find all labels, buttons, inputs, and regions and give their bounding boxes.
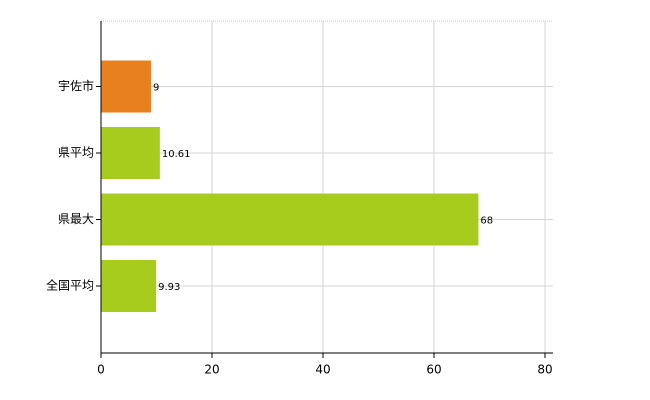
value-label: 68 [480,216,493,227]
value-label: 9.93 [158,282,180,293]
value-label: 10.61 [162,149,191,160]
x-tick-label: 80 [537,363,552,377]
x-tick-label: 40 [315,363,330,377]
y-tick-label: 県平均 [58,146,94,160]
bar [101,193,479,246]
y-tick-label: 県最大 [58,212,94,226]
y-tick-label: 全国平均 [46,278,94,293]
bar [101,60,151,113]
x-tick-label: 20 [204,363,219,377]
y-tick-label: 宇佐市 [58,78,94,93]
x-tick-label: 60 [426,363,441,377]
value-label: 9 [153,83,159,94]
bar [101,127,160,179]
x-tick-label: 0 [97,363,105,377]
bar [101,260,157,312]
